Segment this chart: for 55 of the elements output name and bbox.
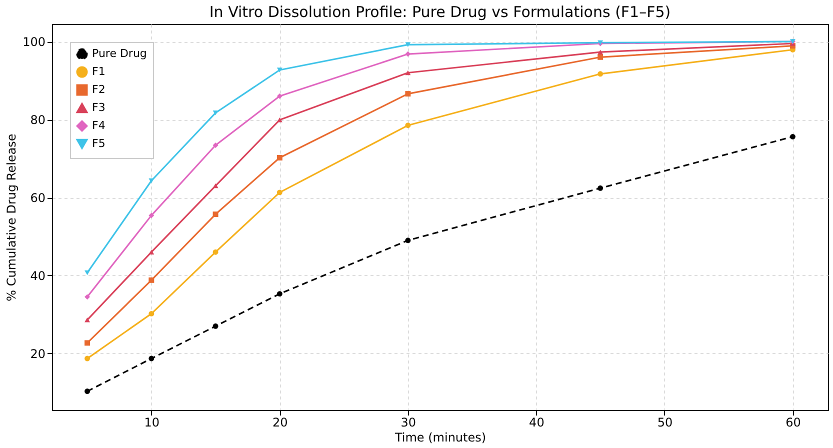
legend-label: Pure Drug: [92, 47, 147, 60]
point: [212, 249, 218, 255]
point: [148, 178, 154, 184]
y-tick-label: 80: [30, 113, 46, 128]
point: [84, 340, 90, 346]
point: [598, 54, 604, 60]
x-axis-title: Time (minutes): [394, 430, 486, 444]
point: [405, 42, 411, 48]
point: [598, 50, 604, 54]
point: [148, 356, 154, 362]
point: [598, 185, 604, 191]
point: [148, 212, 154, 218]
point: [405, 122, 411, 128]
point: [276, 291, 282, 297]
point: [84, 388, 90, 394]
x-tick-label: 30: [400, 416, 416, 430]
point: [212, 212, 218, 218]
point: [598, 71, 604, 77]
point: [790, 134, 796, 140]
point: [84, 356, 90, 362]
point: [276, 190, 282, 196]
x-tick-label: 40: [529, 416, 544, 430]
legend-label: F1: [92, 65, 106, 78]
point: [84, 318, 90, 322]
y-tick-label: 60: [30, 191, 46, 206]
point: [84, 270, 90, 276]
y-tick-label: 40: [30, 268, 46, 283]
point: [405, 70, 411, 76]
point: [212, 142, 218, 148]
legend-label: F3: [92, 101, 106, 114]
point: [405, 51, 411, 57]
point: [276, 118, 282, 122]
legend-label: F2: [92, 83, 106, 96]
point: [276, 68, 282, 72]
point: [212, 110, 218, 116]
chart-title: In Vitro Dissolution Profile: Pure Drug vs Formulations (F1–F5): [209, 3, 671, 21]
point: [405, 91, 411, 97]
legend-label: F5: [92, 137, 106, 150]
y-tick-label: 20: [30, 346, 46, 361]
point: [276, 93, 282, 99]
point: [84, 294, 90, 300]
x-tick-label: 60: [786, 416, 801, 430]
x-tick-label: 10: [144, 416, 160, 430]
x-tick-label: 50: [657, 416, 673, 430]
point: [276, 154, 282, 160]
point: [148, 277, 154, 283]
point: [148, 310, 154, 316]
point: [212, 323, 218, 329]
point: [405, 238, 411, 244]
legend-label: F4: [92, 119, 106, 132]
y-axis-title: % Cumulative Drug Release: [4, 134, 19, 302]
point: [212, 183, 218, 188]
x-tick-label: 20: [272, 416, 288, 430]
y-tick-label: 100: [22, 35, 46, 50]
point: [148, 250, 154, 254]
